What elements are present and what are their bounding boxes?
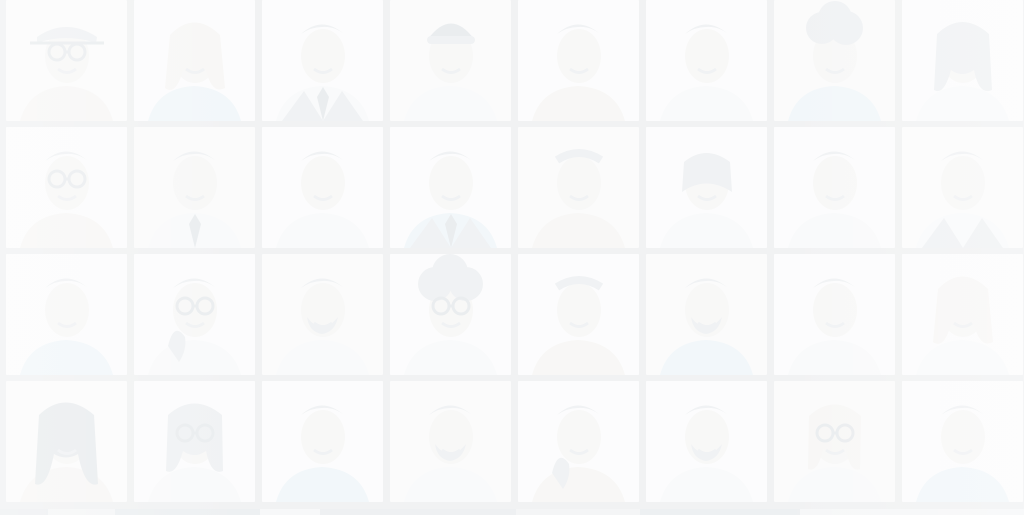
person-smiling-icon: [774, 127, 895, 248]
portrait-photo: [6, 0, 127, 121]
portrait-photo: [390, 254, 511, 375]
person-long-hair-icon: [902, 254, 1023, 375]
portrait-photo: [518, 254, 639, 375]
portrait-photo: [902, 254, 1023, 375]
portrait-photo: [774, 0, 895, 121]
portrait-photo: [646, 254, 767, 375]
person-short-hair-icon: [902, 381, 1023, 502]
person-glasses-blonde-icon: [774, 381, 895, 502]
person-beard-icon: [390, 381, 511, 502]
portrait-photo: [902, 0, 1023, 121]
portrait-photo: [390, 0, 511, 121]
person-curly-glasses-icon: [390, 254, 511, 375]
person-older-man-icon: [518, 254, 639, 375]
portrait-photo: [390, 381, 511, 502]
portrait-photo: [518, 127, 639, 248]
person-hand-chin-icon: [518, 381, 639, 502]
person-glasses-icon: [6, 127, 127, 248]
portrait-photo: [646, 127, 767, 248]
person-suit-tie-icon: [390, 127, 511, 248]
person-glasses-hand-icon: [134, 254, 255, 375]
person-glasses-hat-icon: [6, 0, 127, 121]
person-beard-icon: [646, 254, 767, 375]
portrait-photo: [646, 0, 767, 121]
portrait-photo: [774, 381, 895, 502]
portrait-grid: [6, 0, 1023, 502]
person-smiling-icon: [6, 254, 127, 375]
portrait-photo: [518, 0, 639, 121]
person-suit-tie-icon: [262, 0, 383, 121]
person-older-woman-icon: [646, 127, 767, 248]
cropped-next-row: [0, 509, 1024, 515]
person-woman-dark-hair-icon: [902, 0, 1023, 121]
person-smiling-icon: [774, 254, 895, 375]
portrait-photo: [774, 254, 895, 375]
portrait-photo: [6, 254, 127, 375]
portrait-photo: [6, 381, 127, 502]
portrait-photo: [390, 127, 511, 248]
portrait-photo: [646, 381, 767, 502]
person-shirt-tie-icon: [134, 127, 255, 248]
person-older-man-icon: [518, 127, 639, 248]
person-beanie-icon: [390, 0, 511, 121]
portrait-photo: [262, 0, 383, 121]
person-short-hair-icon: [262, 381, 383, 502]
person-smiling-icon: [262, 127, 383, 248]
person-beard-icon: [262, 254, 383, 375]
person-short-hair-icon: [646, 0, 767, 121]
portrait-photo: [262, 254, 383, 375]
person-beard-icon: [646, 381, 767, 502]
person-long-dark-hair-icon: [6, 381, 127, 502]
person-glasses-long-hair-icon: [134, 381, 255, 502]
portrait-photo: [262, 127, 383, 248]
person-curly-hair-icon: [774, 0, 895, 121]
person-long-hair-icon: [134, 0, 255, 121]
portrait-photo: [134, 127, 255, 248]
portrait-photo: [134, 0, 255, 121]
person-older-suit-icon: [902, 127, 1023, 248]
portrait-photo: [262, 381, 383, 502]
portrait-photo: [774, 127, 895, 248]
person-woman-short-hair-icon: [518, 0, 639, 121]
portrait-photo: [134, 254, 255, 375]
portrait-photo: [6, 127, 127, 248]
portrait-photo: [134, 381, 255, 502]
portrait-photo: [518, 381, 639, 502]
portrait-photo: [902, 127, 1023, 248]
portrait-photo: [902, 381, 1023, 502]
